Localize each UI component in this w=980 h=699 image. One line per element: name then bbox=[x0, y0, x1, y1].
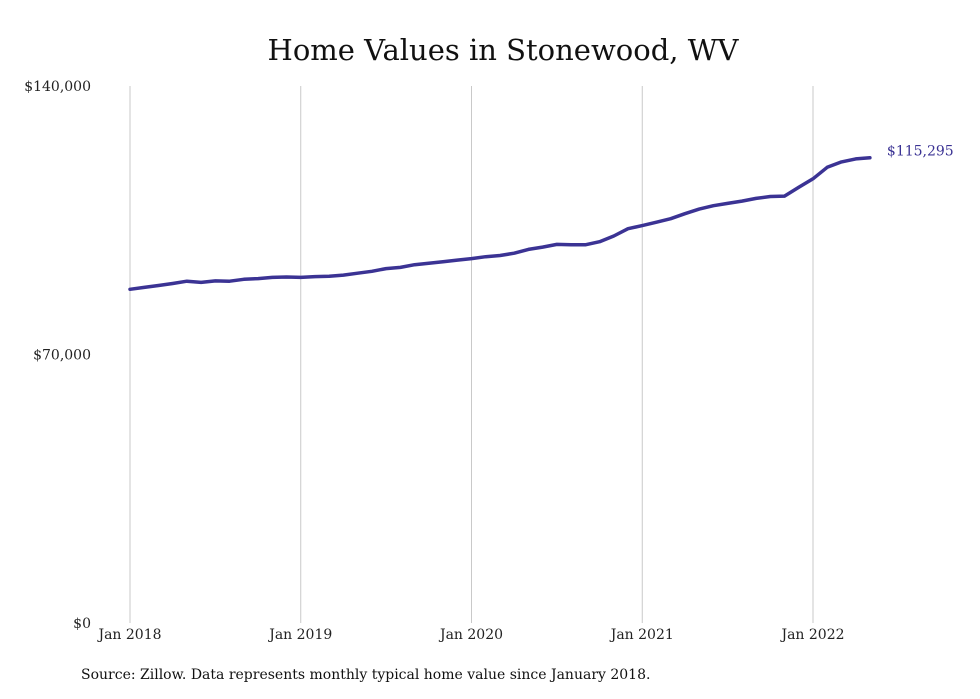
y-axis-ticks: $0 $70,000 $140,000 bbox=[24, 79, 91, 632]
x-tick-label: Jan 2019 bbox=[267, 627, 332, 643]
end-value-label: $115,295 bbox=[887, 144, 954, 160]
series-line bbox=[128, 155, 872, 292]
series-group bbox=[128, 155, 872, 292]
x-gridlines bbox=[129, 86, 814, 623]
end-labels: $115,295 bbox=[887, 144, 954, 160]
x-tick-label: Jan 2018 bbox=[96, 627, 161, 643]
x-tick-label: Jan 2022 bbox=[779, 627, 844, 643]
y-tick-label: $0 bbox=[73, 616, 91, 632]
x-axis-ticks: Jan 2018 Jan 2019 Jan 2020 Jan 2021 Jan 2022 bbox=[96, 627, 844, 643]
x-tick-label: Jan 2020 bbox=[438, 627, 503, 643]
x-tick-label: Jan 2021 bbox=[609, 627, 674, 643]
y-tick-label: $70,000 bbox=[33, 348, 91, 364]
y-tick-label: $140,000 bbox=[24, 79, 91, 95]
chart-title: Home Values in Stonewood, WV bbox=[268, 33, 740, 67]
source-note: Source: Zillow. Data represents monthly … bbox=[81, 667, 651, 683]
